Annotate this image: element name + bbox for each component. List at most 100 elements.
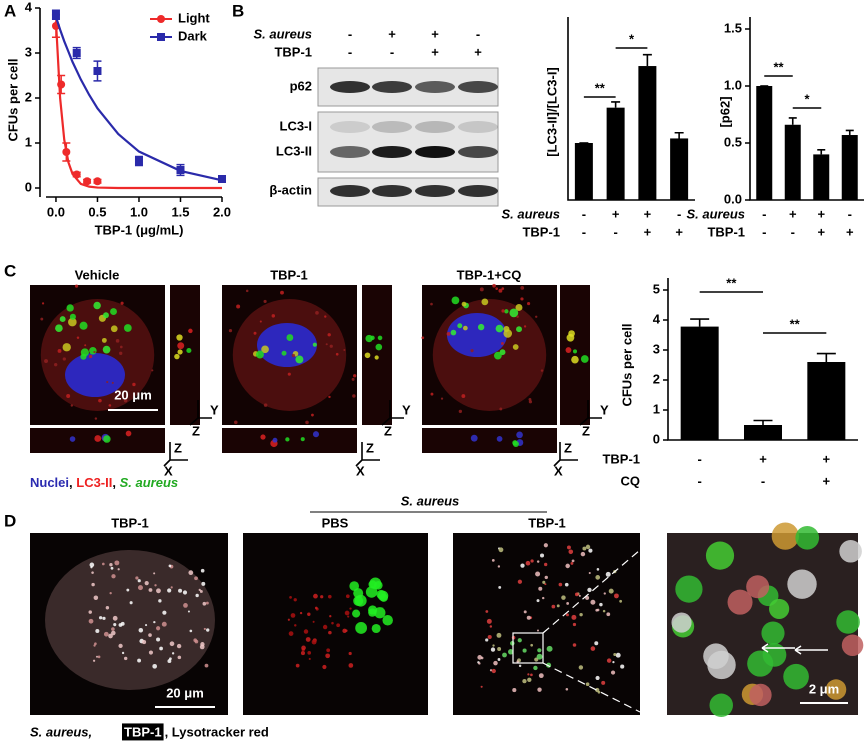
signal-spot bbox=[348, 651, 352, 656]
signal-spot bbox=[203, 627, 206, 631]
y-tick-label: 1.0 bbox=[724, 77, 742, 92]
signal-spot bbox=[158, 599, 162, 603]
significance-label: * bbox=[804, 91, 810, 106]
signal-spot bbox=[537, 648, 542, 653]
signal-spot bbox=[544, 575, 548, 580]
signal-spot bbox=[162, 610, 167, 615]
error-bar bbox=[816, 352, 836, 362]
signal-spot bbox=[110, 566, 114, 570]
signal-spot bbox=[76, 336, 80, 339]
error-bar bbox=[611, 101, 621, 108]
signal-spot bbox=[182, 590, 188, 595]
signal-spot bbox=[186, 347, 192, 354]
signal-spot bbox=[463, 325, 468, 331]
signal-spot bbox=[153, 620, 156, 624]
axis-letter: X bbox=[164, 463, 173, 478]
image-label: PBS bbox=[322, 515, 349, 530]
signal-spot bbox=[325, 343, 328, 346]
panel-letter: A bbox=[4, 1, 16, 20]
signal-spot bbox=[538, 673, 544, 679]
signal-spot bbox=[517, 638, 522, 643]
blot-sign: + bbox=[431, 26, 439, 41]
signal-spot bbox=[596, 568, 600, 571]
image-layer bbox=[30, 283, 864, 741]
signal-spot bbox=[508, 649, 514, 655]
signal-spot bbox=[344, 610, 350, 616]
signal-spot bbox=[137, 585, 143, 591]
signal-spot bbox=[233, 420, 238, 425]
blot-sign: - bbox=[348, 26, 352, 41]
signal-spot bbox=[80, 353, 87, 360]
signal-spot bbox=[588, 548, 593, 553]
signal-spot bbox=[491, 559, 495, 562]
signal-spot bbox=[769, 598, 790, 620]
signal-spot bbox=[98, 398, 102, 403]
signal-spot bbox=[94, 435, 102, 442]
signal-spot bbox=[328, 395, 331, 399]
signal-spot bbox=[492, 644, 495, 647]
blot-band bbox=[415, 185, 455, 197]
signal-spot bbox=[523, 325, 527, 328]
signal-spot bbox=[322, 624, 328, 630]
signal-spot bbox=[615, 652, 621, 658]
signal-spot bbox=[198, 588, 201, 592]
signal-spot bbox=[461, 301, 467, 307]
signal-spot bbox=[115, 339, 120, 343]
bar bbox=[638, 66, 657, 200]
signal-spot bbox=[564, 582, 569, 587]
signal-spot bbox=[479, 287, 484, 292]
signal-spot bbox=[551, 604, 556, 609]
blot-band bbox=[415, 81, 455, 93]
signal-spot bbox=[171, 652, 175, 655]
signal-spot bbox=[499, 407, 503, 411]
signal-spot bbox=[66, 304, 74, 312]
signal-spot bbox=[568, 330, 575, 337]
axis-letter: Z bbox=[384, 423, 392, 438]
signal-spot bbox=[286, 334, 294, 341]
signal-spot bbox=[152, 663, 158, 669]
signal-spot bbox=[523, 610, 527, 614]
signal-spot bbox=[470, 434, 478, 442]
signal-spot bbox=[504, 309, 509, 314]
data-point bbox=[93, 177, 102, 186]
signal-spot bbox=[470, 349, 474, 353]
signal-spot bbox=[348, 663, 354, 668]
signal-spot bbox=[106, 380, 109, 384]
signal-spot bbox=[580, 355, 589, 363]
signal-spot bbox=[125, 430, 132, 437]
signal-spot bbox=[161, 621, 167, 627]
signal-spot bbox=[103, 312, 109, 319]
signal-spot bbox=[825, 679, 847, 700]
fit-curve bbox=[54, 16, 223, 182]
ortho-arrows bbox=[579, 400, 602, 426]
signal-spot bbox=[595, 575, 601, 580]
blot-band bbox=[458, 121, 498, 133]
y-tick-label: 5 bbox=[653, 281, 660, 296]
signal-spot bbox=[457, 323, 463, 329]
ortho-view bbox=[560, 285, 590, 425]
y-tick-label: 1 bbox=[25, 134, 32, 149]
condition-sign: - bbox=[762, 224, 766, 239]
axis-letter: Y bbox=[600, 402, 609, 417]
signal-spot bbox=[771, 522, 799, 550]
signal-spot bbox=[253, 331, 257, 335]
signal-spot bbox=[588, 571, 591, 575]
signal-spot bbox=[295, 663, 300, 668]
signal-spot bbox=[174, 353, 180, 360]
signal-spot bbox=[371, 623, 381, 634]
axis-letter: Y bbox=[210, 402, 219, 417]
scale-label: 20 μm bbox=[114, 387, 152, 402]
condition-sign: + bbox=[644, 206, 652, 221]
legend-part: LC3-II bbox=[76, 475, 112, 490]
signal-spot bbox=[148, 633, 152, 637]
signal-spot bbox=[533, 665, 538, 671]
signal-spot bbox=[536, 599, 540, 603]
condition-label: CQ bbox=[621, 473, 641, 488]
signal-spot bbox=[112, 615, 118, 621]
signal-spot bbox=[620, 664, 625, 669]
signal-spot bbox=[57, 349, 62, 353]
signal-spot bbox=[489, 669, 493, 672]
legend-part: , bbox=[69, 475, 76, 490]
cell-body bbox=[45, 550, 215, 690]
